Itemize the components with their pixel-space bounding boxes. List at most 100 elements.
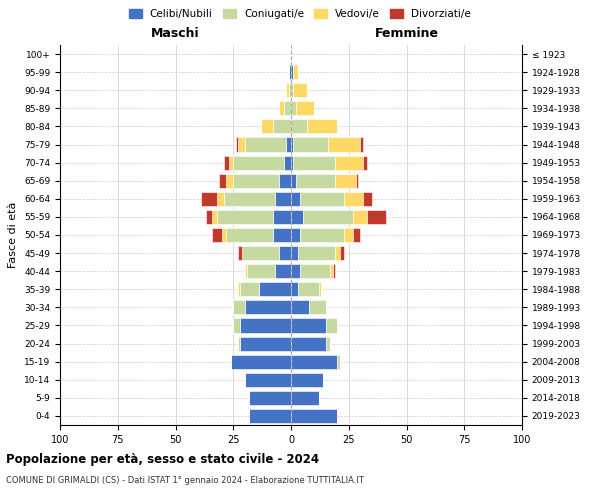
Bar [247, 264, 275, 278]
Bar [291, 336, 326, 350]
Text: Popolazione per età, sesso e stato civile - 2024: Popolazione per età, sesso e stato civil… [6, 452, 319, 466]
Bar [284, 156, 291, 170]
Bar [293, 138, 328, 151]
Bar [362, 156, 367, 170]
Bar [344, 192, 362, 206]
Legend: Celibi/Nubili, Coniugati/e, Vedovi/e, Divorziati/e: Celibi/Nubili, Coniugati/e, Vedovi/e, Di… [125, 5, 475, 24]
Y-axis label: Fasce di età: Fasce di età [8, 202, 19, 268]
Bar [238, 336, 240, 350]
Bar [328, 138, 360, 151]
Bar [291, 246, 298, 260]
Bar [280, 174, 291, 188]
Bar [229, 156, 233, 170]
Bar [220, 174, 226, 188]
Bar [280, 102, 284, 116]
Bar [367, 210, 386, 224]
Bar [291, 83, 293, 98]
Bar [291, 409, 337, 423]
Bar [284, 102, 291, 116]
Bar [238, 138, 245, 151]
Bar [300, 264, 330, 278]
Bar [291, 372, 323, 387]
Bar [245, 138, 286, 151]
Bar [272, 228, 291, 242]
Bar [289, 83, 291, 98]
Bar [233, 318, 240, 332]
Text: Maschi: Maschi [151, 28, 200, 40]
Bar [240, 318, 291, 332]
Bar [217, 210, 272, 224]
Bar [226, 228, 272, 242]
Bar [242, 246, 280, 260]
Bar [272, 120, 291, 134]
Bar [337, 354, 340, 368]
Bar [245, 300, 291, 314]
Bar [296, 102, 314, 116]
Bar [335, 156, 362, 170]
Bar [289, 65, 291, 79]
Bar [360, 138, 362, 151]
Bar [233, 174, 280, 188]
Bar [353, 210, 367, 224]
Bar [291, 228, 300, 242]
Bar [332, 264, 335, 278]
Bar [300, 228, 344, 242]
Bar [238, 246, 242, 260]
Bar [291, 318, 326, 332]
Bar [238, 282, 240, 296]
Bar [291, 65, 293, 79]
Bar [212, 210, 217, 224]
Bar [310, 300, 326, 314]
Text: COMUNE DI GRIMALDI (CS) - Dati ISTAT 1° gennaio 2024 - Elaborazione TUTTITALIA.I: COMUNE DI GRIMALDI (CS) - Dati ISTAT 1° … [6, 476, 364, 485]
Y-axis label: Anni di nascita: Anni di nascita [598, 199, 600, 271]
Bar [298, 246, 335, 260]
Bar [231, 354, 291, 368]
Bar [335, 246, 340, 260]
Bar [293, 156, 335, 170]
Bar [245, 372, 291, 387]
Bar [291, 354, 337, 368]
Bar [224, 156, 229, 170]
Bar [291, 282, 298, 296]
Bar [344, 228, 353, 242]
Bar [291, 156, 293, 170]
Bar [307, 120, 337, 134]
Bar [353, 228, 360, 242]
Bar [201, 192, 217, 206]
Bar [217, 192, 224, 206]
Bar [293, 83, 307, 98]
Bar [291, 138, 293, 151]
Bar [291, 300, 310, 314]
Bar [259, 282, 291, 296]
Bar [330, 264, 332, 278]
Bar [206, 210, 212, 224]
Bar [286, 138, 291, 151]
Bar [233, 156, 284, 170]
Bar [212, 228, 222, 242]
Bar [296, 174, 335, 188]
Bar [326, 318, 337, 332]
Bar [250, 391, 291, 405]
Bar [293, 65, 298, 79]
Bar [250, 409, 291, 423]
Bar [319, 282, 321, 296]
Bar [226, 174, 233, 188]
Bar [326, 336, 330, 350]
Bar [291, 102, 296, 116]
Bar [291, 210, 302, 224]
Bar [261, 120, 272, 134]
Bar [233, 300, 245, 314]
Bar [335, 174, 356, 188]
Bar [222, 228, 226, 242]
Bar [224, 192, 275, 206]
Bar [302, 210, 353, 224]
Bar [291, 120, 307, 134]
Bar [275, 192, 291, 206]
Bar [298, 282, 319, 296]
Bar [286, 83, 289, 98]
Bar [291, 264, 300, 278]
Bar [291, 192, 300, 206]
Bar [272, 210, 291, 224]
Bar [356, 174, 358, 188]
Bar [280, 246, 291, 260]
